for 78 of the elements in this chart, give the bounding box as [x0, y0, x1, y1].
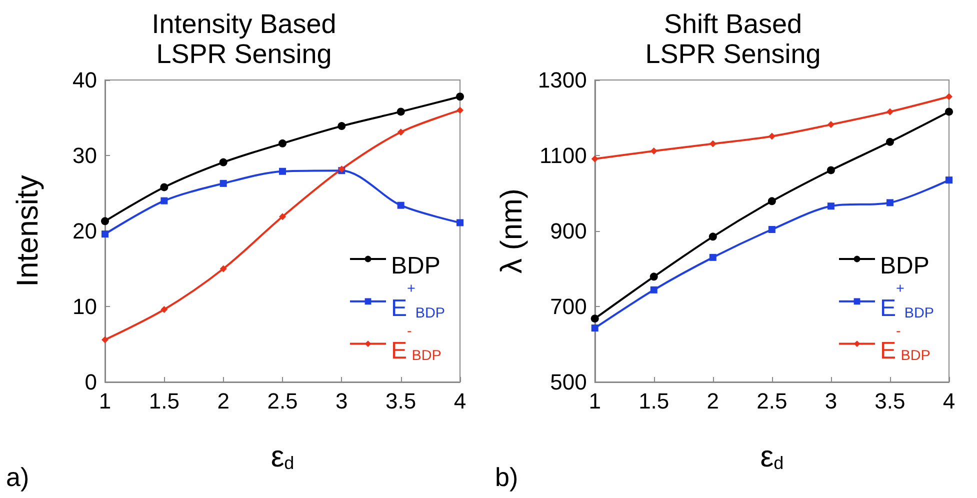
point — [709, 140, 716, 148]
point — [396, 108, 405, 116]
point — [397, 128, 404, 136]
x-tick-label: 2 — [217, 388, 230, 414]
point — [886, 199, 894, 206]
legend-label: BDP — [391, 252, 440, 280]
point — [278, 139, 286, 148]
x-tick-label: 2 — [706, 388, 720, 414]
point — [945, 108, 953, 116]
y-tick-label: 700 — [550, 294, 587, 319]
point — [827, 202, 834, 210]
y-tick-label: 1300 — [538, 68, 587, 92]
x-axis-title: εd — [270, 440, 294, 474]
legend-label: BDP — [880, 252, 930, 280]
x-tick-label: 3 — [336, 388, 348, 414]
point — [768, 197, 776, 206]
point — [219, 158, 228, 166]
legend-label: E-BDP — [391, 324, 442, 364]
legend-label: E+BDP — [391, 281, 446, 322]
y-axis-title: Intensity — [12, 175, 44, 287]
point — [160, 197, 168, 204]
point — [650, 147, 658, 154]
text: a) — [6, 462, 30, 492]
x-axis-title: εd — [760, 440, 784, 474]
text: b) — [495, 462, 518, 492]
point — [650, 286, 658, 294]
point — [946, 176, 952, 184]
legend-label: E+BDP — [880, 281, 934, 322]
x-tick-label: 1.5 — [148, 388, 180, 414]
y-tick-label: 40 — [72, 68, 97, 92]
point — [456, 106, 464, 114]
point — [279, 168, 286, 175]
y-tick-label: 900 — [550, 218, 587, 244]
x-tick-label: 4 — [942, 388, 956, 414]
x-tick-label: 2.5 — [267, 388, 298, 414]
legend-label: E-BDP — [880, 324, 930, 364]
y-tick-label: 20 — [72, 218, 97, 244]
point — [279, 213, 286, 220]
x-tick-label: 1 — [588, 388, 601, 414]
chart-title: Shift Based LSPR Sensing — [645, 9, 821, 69]
point — [456, 219, 464, 226]
chart-title: Intensity Based LSPR Sensing — [152, 9, 336, 69]
x-tick-label: 3.5 — [874, 388, 906, 414]
x-tick-label: 4 — [454, 388, 466, 414]
point — [827, 121, 834, 128]
x-tick-label: 3 — [824, 388, 838, 414]
point — [220, 180, 227, 187]
point — [397, 202, 404, 209]
point — [456, 92, 464, 101]
point — [591, 155, 598, 162]
x-tick-label: 1 — [98, 388, 112, 414]
y-tick-label: 10 — [72, 294, 97, 319]
point — [101, 217, 109, 226]
x-tick-label: 1.5 — [638, 388, 670, 414]
point — [886, 108, 894, 116]
point — [160, 183, 168, 192]
point — [946, 93, 952, 100]
point — [768, 226, 776, 233]
point — [220, 265, 227, 272]
point — [826, 166, 835, 174]
point — [102, 336, 108, 344]
point — [886, 138, 894, 146]
y-tick-label: 0 — [84, 370, 97, 394]
point — [338, 122, 346, 130]
point — [160, 306, 168, 314]
y-tick-label: 1100 — [540, 143, 587, 168]
point — [650, 272, 658, 281]
x-tick-label: 2.5 — [756, 388, 788, 414]
point — [708, 232, 717, 241]
x-tick-label: 3.5 — [386, 388, 416, 414]
y-axis-title: λ (nm) — [496, 188, 528, 274]
point — [102, 230, 108, 238]
y-tick-label: 30 — [72, 143, 97, 168]
y-tick-label: 500 — [550, 370, 587, 394]
point — [709, 254, 716, 261]
point — [590, 314, 599, 323]
point — [768, 132, 776, 140]
point — [591, 324, 598, 332]
